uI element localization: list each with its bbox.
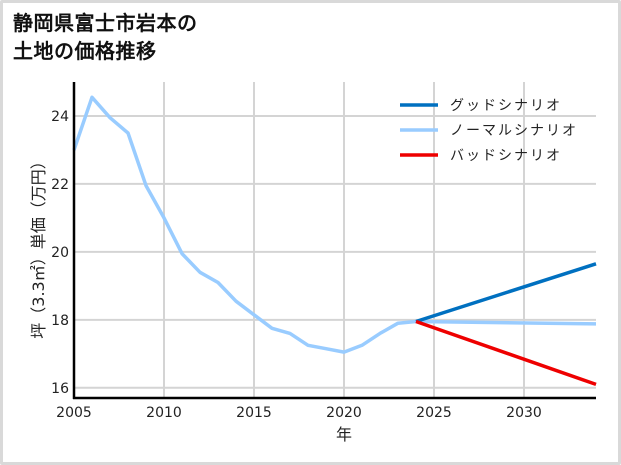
y-tick-label: 16 (51, 381, 69, 397)
x-tick-label: 2010 (146, 405, 182, 421)
x-tick-label: 2025 (416, 405, 452, 421)
x-axis-label: 年 (336, 425, 352, 444)
y-tick-label: 22 (51, 177, 69, 193)
y-axis-label: 坪（3.3㎡）単価（万円） (29, 153, 48, 338)
legend-label: グッドシナリオ (450, 98, 562, 114)
legend-label: バッドシナリオ (450, 148, 562, 164)
x-tick-label: 2020 (326, 405, 362, 421)
title-line-2: 土地の価格推移 (13, 39, 157, 63)
y-tick-label: 18 (51, 313, 69, 329)
x-tick-label: 2030 (506, 405, 542, 421)
x-tick-label: 2015 (236, 405, 272, 421)
y-tick-label: 24 (51, 109, 69, 125)
series-line (415, 262, 597, 324)
y-tick-label: 20 (51, 245, 69, 261)
x-tick-label: 2005 (56, 405, 92, 421)
title-line-1: 静岡県富士市岩本の (13, 11, 198, 35)
legend-label: ノーマルシナリオ (450, 123, 578, 139)
series-line (415, 319, 597, 387)
chart-title: 静岡県富士市岩本の 土地の価格推移 (13, 9, 198, 65)
series-line (72, 95, 597, 354)
